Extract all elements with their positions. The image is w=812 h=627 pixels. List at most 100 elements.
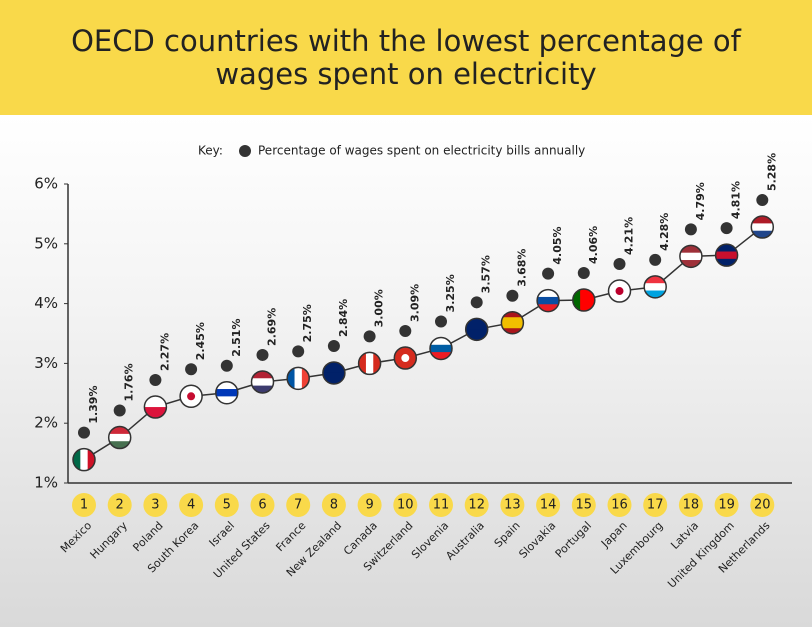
flag-stripe <box>365 352 374 375</box>
value-label: 2.69% <box>266 308 279 346</box>
rank-badge <box>250 493 275 517</box>
label-icon <box>256 348 269 361</box>
marker-ring <box>72 447 96 472</box>
flag-stripe <box>679 245 702 254</box>
flag-stripe <box>644 275 667 284</box>
marker <box>679 245 702 268</box>
flag-stripe <box>501 328 524 334</box>
flag-stripe <box>537 296 560 305</box>
legend-label: Percentage of wages spent on electricity… <box>258 144 585 158</box>
flag-stripe <box>587 289 595 312</box>
rank-label: 13 <box>504 498 521 513</box>
x-tick-label: France <box>273 519 308 554</box>
flag-stripe <box>73 448 81 471</box>
value-label: 4.06% <box>587 226 600 264</box>
marker-ring <box>643 275 667 299</box>
marker-ring <box>179 384 203 409</box>
flag-stripe <box>430 344 452 353</box>
chart-title: OECD countries with the lowest percentag… <box>71 23 741 91</box>
marker-ring <box>393 346 418 370</box>
y-tick-label: 6% <box>34 175 58 193</box>
marker <box>144 396 167 419</box>
flag-stripe <box>301 367 310 390</box>
flag-stripe <box>644 290 667 298</box>
rank-label: 6 <box>258 498 266 513</box>
rank-label: 4 <box>187 498 195 513</box>
marker-ring <box>464 317 489 342</box>
flag-stripe <box>430 352 452 360</box>
value-label: 4.05% <box>551 226 564 264</box>
rank-label: 18 <box>683 498 700 513</box>
x-tick-label: United Kingdom <box>665 519 737 591</box>
marker <box>751 216 774 239</box>
label-icon <box>756 194 769 207</box>
rank-label: 9 <box>365 498 373 513</box>
marker <box>251 370 274 393</box>
rank-label: 12 <box>468 498 485 513</box>
flag-dot <box>187 392 196 401</box>
flag-stripe <box>751 230 774 239</box>
rank-badge <box>321 493 346 517</box>
marker <box>108 426 131 449</box>
rank-badge <box>500 493 525 517</box>
marker-ring <box>607 279 632 303</box>
value-label: 2.51% <box>230 319 243 357</box>
x-tick-label: Australia <box>443 519 487 563</box>
flag-stripe <box>501 322 524 329</box>
marker-ring <box>215 380 239 405</box>
flag-stripe <box>537 289 560 298</box>
label-icon <box>613 258 626 271</box>
flag-stripe <box>580 289 588 312</box>
rank-label: 14 <box>540 498 557 513</box>
flag-stripe <box>715 244 738 252</box>
legend-icon <box>239 145 251 157</box>
label-icon <box>113 404 126 417</box>
flag-stripe <box>465 329 488 341</box>
flag-stripe <box>501 317 524 324</box>
flag-stripe <box>751 216 774 224</box>
label-icon <box>399 325 412 338</box>
marker <box>358 352 381 375</box>
flag-stripe <box>537 304 560 312</box>
flag-stripe <box>430 337 452 346</box>
x-tick-label: Japan <box>598 519 630 551</box>
label-icon <box>327 339 340 352</box>
flag-stripe <box>287 367 296 390</box>
flag-stripe <box>679 260 702 268</box>
x-tick-label: Latvia <box>668 519 701 552</box>
marker <box>501 311 524 334</box>
marker-ring <box>679 244 703 269</box>
rank-badge <box>429 493 453 517</box>
rank-badge <box>286 493 311 517</box>
rank-label: 16 <box>611 498 628 513</box>
rank-label: 20 <box>754 498 771 513</box>
rank-label: 10 <box>397 498 414 513</box>
legend-title: Key: <box>198 144 223 158</box>
marker <box>537 289 560 312</box>
marker-ring <box>143 395 168 419</box>
rank-label: 8 <box>330 498 338 513</box>
rank-badge <box>678 493 703 517</box>
marker <box>644 275 667 298</box>
rank-label: 7 <box>294 498 302 513</box>
flag-stripe <box>108 441 131 449</box>
value-label: 1.76% <box>123 363 136 401</box>
flag-stripe <box>322 361 345 374</box>
rank-label: 19 <box>718 498 735 513</box>
rank-badge <box>714 493 739 517</box>
marker-ring <box>429 336 453 361</box>
label-icon <box>220 359 233 372</box>
rank-badge <box>357 493 382 517</box>
rank-label: 15 <box>576 498 593 513</box>
flag-stripe <box>215 396 238 404</box>
value-label: 3.57% <box>480 255 493 293</box>
marker-ring <box>357 351 382 376</box>
flag-stripe <box>80 448 89 471</box>
flag-stripe <box>644 283 667 292</box>
x-tick-label: Israel <box>207 519 237 549</box>
rank-badge <box>750 493 775 517</box>
marker-ring <box>250 370 275 394</box>
flag-stripe <box>215 389 238 397</box>
